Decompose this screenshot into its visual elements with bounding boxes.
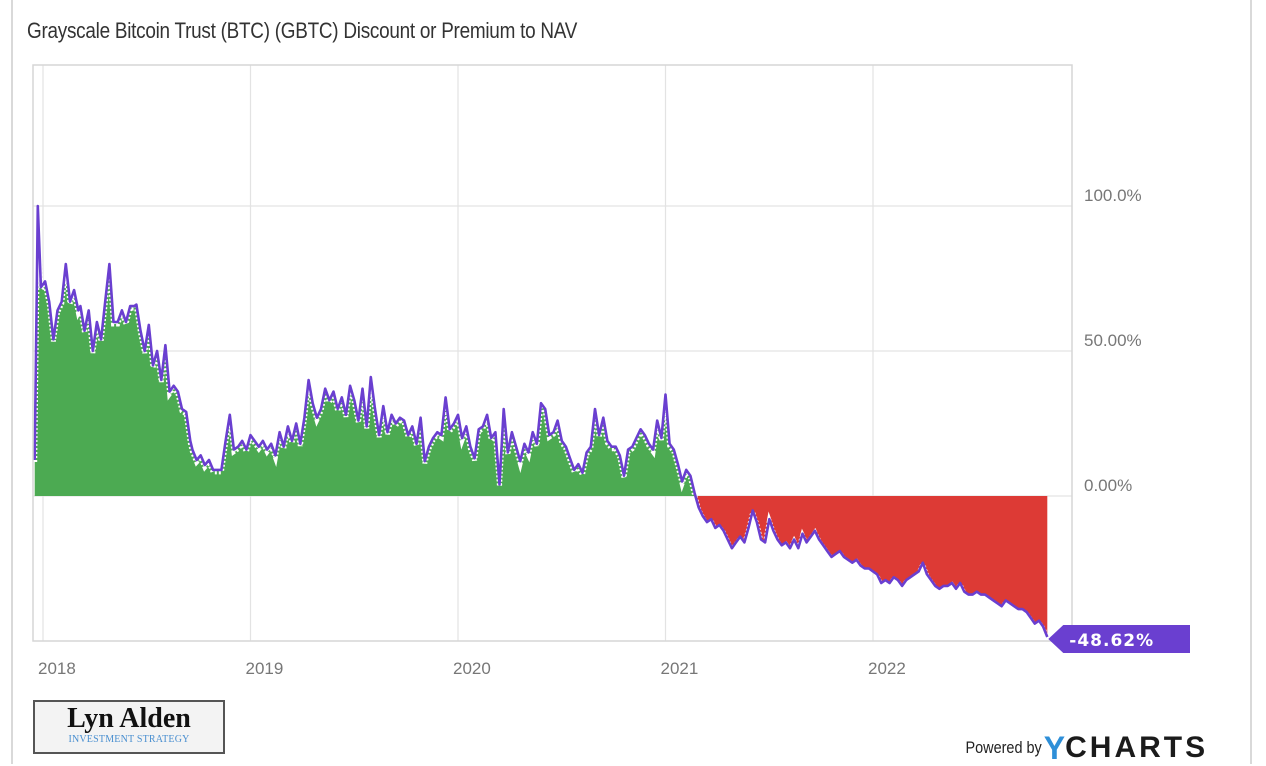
ycharts-wordmark: CHARTS <box>1065 733 1208 763</box>
powered-by-ycharts[interactable]: Powered by Y CHARTS <box>952 733 1208 763</box>
lyn-alden-logo: Lyn Alden INVESTMENT STRATEGY <box>33 700 225 754</box>
end-label-value: -48.62% <box>1069 631 1154 651</box>
logo-name: Lyn Alden <box>35 704 223 734</box>
end-value-label: -48.62% <box>1048 625 1190 653</box>
tick-labels: 100.0% 50.00% 0.00% 2018 2019 2020 2021 2022 <box>38 186 1142 678</box>
negative-area <box>35 496 1048 637</box>
x-tick-label: 2018 <box>38 659 76 678</box>
x-tick-label: 2022 <box>868 659 906 678</box>
y-tick-label: 50.00% <box>1084 331 1142 350</box>
ycharts-logo-icon: Y <box>1044 733 1065 763</box>
x-tick-label: 2021 <box>661 659 699 678</box>
logo-subtitle: INVESTMENT STRATEGY <box>35 734 223 746</box>
y-tick-label: 0.00% <box>1084 476 1132 495</box>
y-tick-label: 100.0% <box>1084 186 1142 205</box>
powered-by-text: Powered by <box>965 738 1041 758</box>
x-tick-label: 2019 <box>246 659 284 678</box>
x-tick-label: 2020 <box>453 659 491 678</box>
